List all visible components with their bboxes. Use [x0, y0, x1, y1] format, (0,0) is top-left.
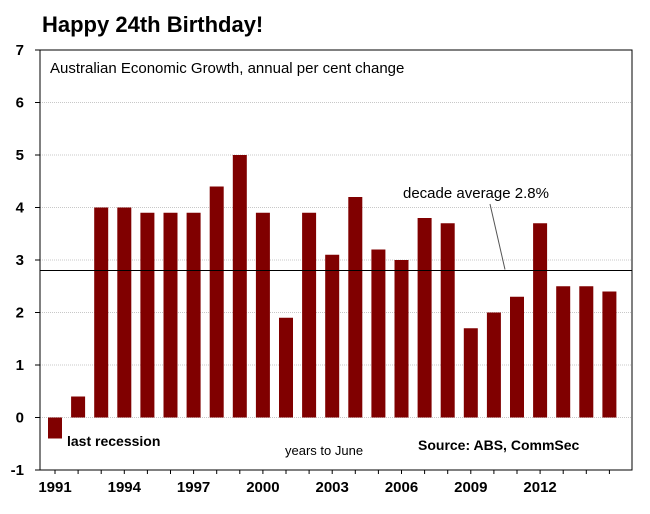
y-tick-labels: -1 0 1 2 3 4 5 6 7 [11, 42, 40, 479]
y-tick-label: 6 [16, 95, 24, 112]
bar-1996 [163, 212, 178, 418]
bar-2015 [602, 291, 617, 418]
x-tick-label: 2003 [316, 479, 349, 496]
x-tick-labels: 1991 1994 1997 2000 2003 2006 2009 2012 [38, 470, 610, 496]
bar-2012 [533, 223, 548, 418]
bar-2002 [302, 212, 317, 418]
x-tick-label: 1997 [177, 479, 210, 496]
bar-2003 [325, 254, 340, 418]
bar-1991 [48, 417, 62, 439]
decade-average-label: decade average 2.8% [403, 185, 549, 202]
bar-2010 [486, 312, 501, 418]
bar-1997 [186, 212, 201, 418]
x-tick-label: 2006 [385, 479, 418, 496]
bar-2001 [279, 317, 293, 418]
x-tick-label: 1994 [108, 479, 142, 496]
y-tick-label: 0 [16, 410, 24, 427]
x-tick-label: 2009 [454, 479, 487, 496]
bar-2005 [371, 249, 386, 418]
bar-2014 [579, 286, 594, 418]
x-tick-label: 2012 [523, 479, 556, 496]
chart-title: Happy 24th Birthday! [42, 12, 264, 37]
y-tick-label: -1 [11, 462, 24, 479]
bar-2007 [417, 218, 432, 418]
bar-1995 [140, 212, 155, 418]
bar-1992 [71, 396, 86, 418]
source-label: Source: ABS, CommSec [418, 437, 580, 453]
bar-2009 [463, 328, 478, 418]
bars [48, 155, 617, 439]
chart-subtitle: Australian Economic Growth, annual per c… [50, 60, 404, 77]
bar-2013 [556, 286, 571, 418]
bar-2008 [440, 223, 455, 418]
y-tick-label: 2 [16, 305, 24, 322]
bar-2011 [510, 296, 524, 418]
y-tick-label: 3 [16, 252, 24, 269]
bar-2000 [255, 212, 270, 418]
x-tick-label: 1991 [38, 479, 71, 496]
decade-average-pointer [489, 203, 506, 270]
y-tick-label: 7 [16, 42, 24, 59]
bar-1994 [117, 207, 132, 418]
bar-1993 [94, 207, 109, 418]
bar-2004 [348, 197, 363, 418]
x-axis-label: years to June [285, 443, 363, 458]
bar-1999 [232, 155, 247, 418]
y-tick-label: 1 [16, 357, 24, 374]
y-tick-label: 5 [16, 147, 24, 164]
y-tick-label: 4 [16, 200, 25, 217]
x-tick-label: 2000 [246, 479, 279, 496]
bar-2006 [394, 260, 409, 418]
bar-1998 [209, 186, 224, 418]
plot-frame [39, 49, 633, 471]
recession-label: last recession [67, 433, 160, 449]
